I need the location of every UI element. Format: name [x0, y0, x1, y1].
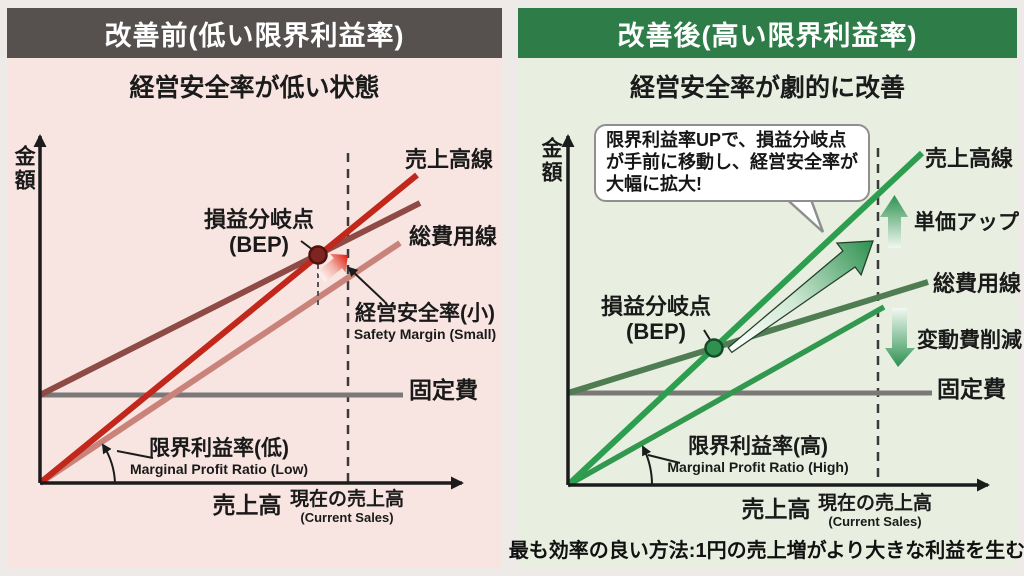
marginal-label-connector: [116, 450, 154, 459]
safety-margin-arrow-icon: [316, 253, 348, 282]
before-chart-canvas: [33, 134, 464, 490]
variable-cut-arrow-icon: [885, 308, 915, 367]
current-sales-label-jp: 現在の売上高: [289, 489, 405, 510]
variable-cost-line: [38, 240, 402, 486]
before-panel: 改善前(低い限界利益率) 経営安全率が低い状態: [7, 8, 502, 568]
bep-label-en: (BEP): [626, 319, 686, 345]
safety-margin-label: 経営安全率(小) Safety Margin (Small): [354, 302, 496, 342]
sales-line: [38, 172, 419, 486]
efficiency-note: 最も効率の良い方法:1円の売上増がより大きな利益を生む: [508, 540, 1024, 562]
marginal-ratio-label-en: Marginal Profit Ratio (High): [667, 459, 849, 476]
marginal-ratio-arc: [101, 443, 116, 484]
price-up-label: 単価アップ: [914, 211, 1019, 234]
marginal-ratio-label: 限界利益率(高) Marginal Profit Ratio (High): [667, 435, 848, 475]
sales-line-label: 売上高線: [925, 146, 1014, 171]
bep-label-en: (BEP): [229, 232, 289, 258]
after-chart: 限界利益率UPで、損益分岐点が手前に移動し、経営安全率が大幅に拡大! 金額 売上…: [509, 60, 1024, 568]
sales-line: [565, 150, 925, 488]
after-header: 改善後(高い限界利益率): [518, 8, 1017, 58]
safety-expansion-arrow-icon: [727, 240, 874, 354]
bep-point: [308, 245, 328, 265]
bep-label-jp: 損益分岐点: [203, 207, 315, 232]
bep-label: 損益分岐点 (BEP): [204, 207, 314, 258]
bep-label: 損益分岐点 (BEP): [601, 294, 711, 345]
after-chart-canvas: [561, 134, 990, 492]
current-sales-label-jp: 現在の売上高: [817, 493, 933, 514]
total-cost-line-label: 総費用線: [933, 271, 1022, 296]
callout-bubble: 限界利益率UPで、損益分岐点が手前に移動し、経営安全率が大幅に拡大!: [594, 124, 870, 202]
fixed-cost-label: 固定費: [409, 377, 478, 403]
current-sales-label-en: (Current Sales): [300, 509, 394, 525]
marginal-ratio-label: 限界利益率(低) Marginal Profit Ratio (Low): [130, 437, 308, 477]
marginal-ratio-label-jp: 限界利益率(低): [148, 437, 289, 460]
x-axis-label: 売上高: [741, 496, 811, 522]
after-panel: 改善後(高い限界利益率) 経営安全率が劇的に改善: [509, 8, 1024, 568]
current-sales-label: 現在の売上高 (Current Sales): [818, 493, 932, 530]
after-title: 経営安全率が劇的に改善: [629, 74, 905, 102]
y-axis-label: 金額: [539, 137, 563, 185]
bep-point: [704, 338, 724, 358]
marginal-ratio-label-en: Marginal Profit Ratio (Low): [129, 461, 309, 478]
y-axis-label: 金額: [12, 145, 36, 193]
variable-cut-label: 変動費削減: [917, 329, 1022, 352]
total-cost-line: [38, 200, 422, 398]
safety-margin-label-jp: 経営安全率(小): [355, 302, 495, 325]
marginal-label-connector: [647, 454, 681, 464]
marginal-ratio-label-jp: 限界利益率(高): [688, 435, 828, 458]
total-cost-line-label: 総費用線: [409, 224, 498, 249]
fixed-cost-label: 固定費: [937, 376, 1006, 402]
x-axis-label: 売上高: [212, 492, 282, 518]
current-sales-label: 現在の売上高 (Current Sales): [290, 489, 404, 526]
before-title: 経営安全率が低い状態: [129, 74, 380, 102]
bep-label-jp: 損益分岐点: [600, 294, 712, 319]
safety-margin-label-en: Safety Margin (Small): [353, 326, 497, 343]
before-header: 改善前(低い限界利益率): [7, 8, 502, 58]
current-sales-label-en: (Current Sales): [828, 513, 922, 529]
safety-margin-pointer: [347, 266, 386, 303]
marginal-ratio-arc: [642, 445, 654, 486]
variable-cost-line: [566, 304, 886, 488]
sales-line-label: 売上高線: [405, 147, 494, 172]
price-up-arrow-icon: [880, 195, 908, 248]
before-chart: 金額 売上高線 総費用線 固定費 損益分岐点 (BEP) 経営安全率(小) Sa…: [7, 60, 502, 568]
